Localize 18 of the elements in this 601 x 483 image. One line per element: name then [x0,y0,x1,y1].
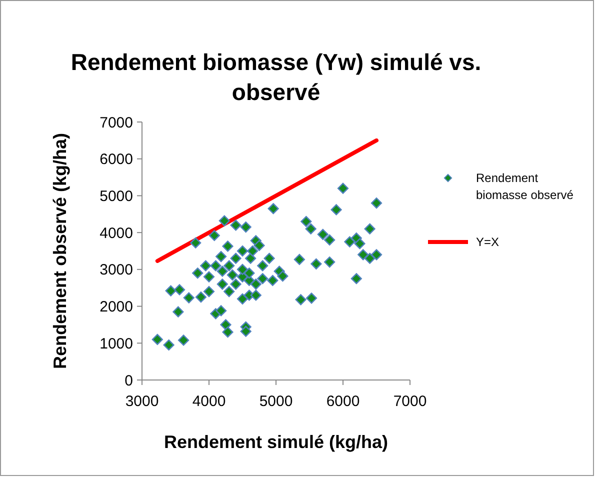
y-tick-label: 4000 [100,224,133,242]
y-tick-label: 1000 [100,335,133,352]
x-tick-label: 6000 [326,393,360,410]
x-tick-label: 5000 [259,393,293,410]
legend-label: Rendement biomasse observé [476,171,574,202]
x-axis-title: Rendement simulé (kg/ha) [164,432,388,452]
y-tick-label: 2000 [100,298,133,316]
y-tick-label: 0 [124,372,133,390]
y-tick-label: 5000 [100,188,133,205]
chart-title: Rendement biomasse (Yw) simulé vs. observé [70,49,482,105]
y-axis-title: Rendement observé (kg/ha) [50,132,70,370]
x-tick-label: 3000 [125,393,159,410]
legend-label: Y=X [476,235,500,250]
y-tick-label: 7000 [100,114,133,132]
y-tick-label: 3000 [100,262,133,279]
x-tick-label: 7000 [393,393,427,410]
y-tick-label: 6000 [100,151,133,168]
x-tick-label: 4000 [192,393,226,410]
